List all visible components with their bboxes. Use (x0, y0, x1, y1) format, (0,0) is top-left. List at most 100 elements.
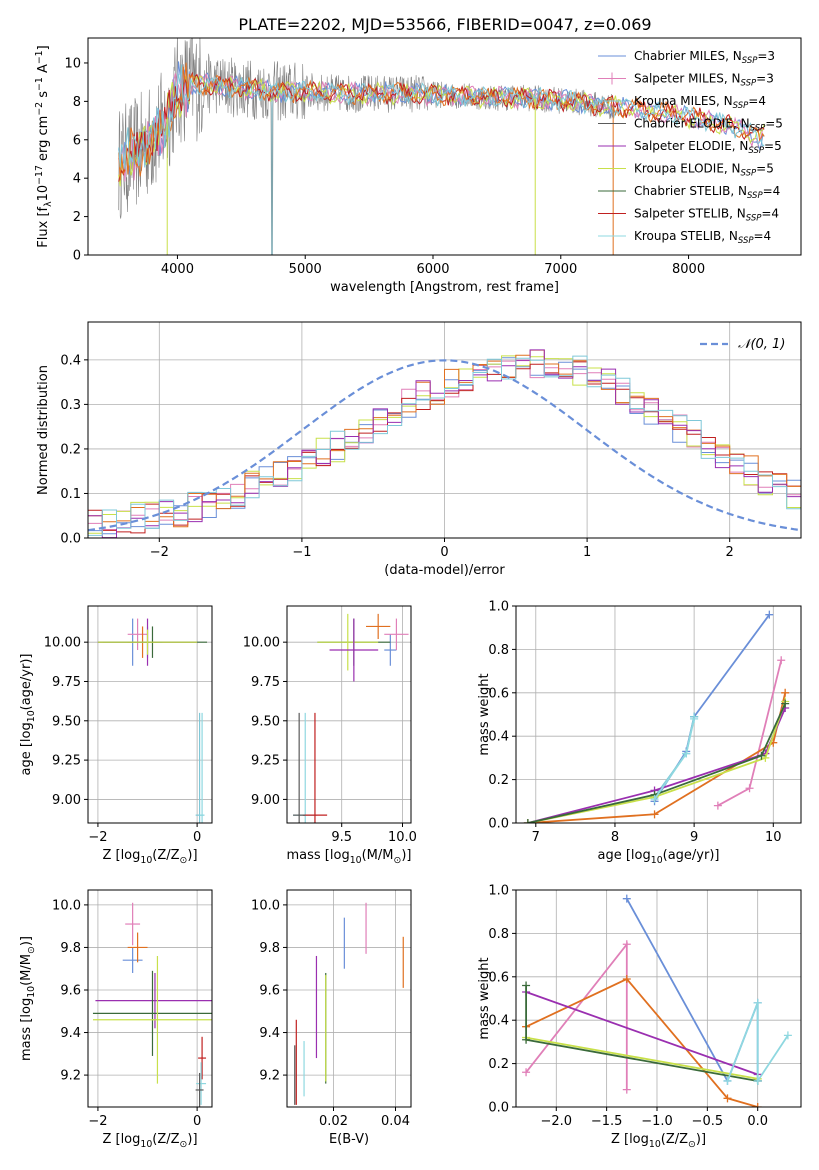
axes-frame (87, 889, 213, 1108)
x-tick-label: −2 (150, 545, 169, 560)
label-part: −1 (34, 50, 45, 64)
y-tick-label: 9.50 (52, 714, 81, 729)
label-part: ⊙ (180, 1139, 188, 1150)
panel-residual-hist: −2 −1 0 1 2 0.0 0.1 0.2 0.3 0.4 (data-model)/error… (36, 321, 802, 578)
y-tick-label: 9.25 (52, 754, 81, 769)
legend-label: Kroupa STELIB, NSSP=4 (634, 229, 771, 246)
y-tick-label: 0.2 (488, 1057, 509, 1072)
legend-label-tail: =5 (765, 117, 783, 131)
y-tick-label: 0.0 (488, 817, 509, 832)
x-tick-label: 1 (583, 545, 591, 560)
legend-label-sub: SSP (748, 146, 764, 156)
legend-label-tail: =5 (764, 139, 782, 153)
y-tick-label: 1.0 (488, 600, 509, 615)
x-tick-label: 6000 (416, 262, 449, 277)
x-tick-label: 8000 (672, 262, 705, 277)
plot-area (523, 610, 790, 823)
series-marker (522, 1068, 531, 1077)
label-part: ⊙ (180, 855, 188, 866)
series-marker (781, 688, 790, 697)
legend-label-text: Kroupa ELODIE, N (634, 162, 741, 176)
series-line (527, 703, 787, 823)
series-marker (745, 784, 754, 793)
series-line (525, 977, 758, 1107)
y-tick-label: 0 (73, 249, 81, 264)
label-part: 10 (350, 855, 362, 866)
axes-frame (515, 889, 802, 1108)
x-tick-label: −2.0 (540, 1114, 572, 1129)
series-marker (723, 1094, 732, 1103)
label-part: mass [log (19, 998, 34, 1061)
y-tick-label: 0.8 (488, 643, 509, 658)
y-tick-label: 9.2 (60, 1069, 81, 1084)
label-part: Flux [f (36, 206, 51, 247)
plot-area (88, 349, 801, 538)
spectrum-model-line (118, 62, 765, 181)
x-tick-label: 7000 (544, 262, 577, 277)
label-part: (M/M (362, 848, 394, 863)
y-tick-label: 0.1 (60, 487, 81, 502)
y-axis-label: mass weight (477, 957, 492, 1039)
y-tick-label: 10.0 (251, 898, 280, 913)
series-marker (523, 819, 532, 823)
series-marker (753, 998, 762, 1007)
series-marker (781, 699, 790, 708)
x-tick-label: −1.5 (591, 1114, 623, 1129)
label-part: Z [log (611, 1132, 649, 1147)
y-axis-label: age [log10(age/yr)] (19, 654, 37, 776)
label-part: A (36, 64, 51, 77)
series-marker (650, 810, 659, 819)
legend-label-text: Chabrier STELIB, N (634, 184, 747, 198)
label-part: (Z/Z (661, 1132, 688, 1147)
x-tick-label: 10.0 (388, 830, 417, 845)
x-tick-label: 5000 (289, 262, 322, 277)
label-part: 10 (26, 710, 37, 722)
label-part: )] (401, 848, 411, 863)
x-tick-label: 9 (690, 830, 698, 845)
y-tick-label: 0.4 (488, 730, 509, 745)
legend-label-sub: SSP (742, 56, 758, 66)
y-tick-label: 9.75 (251, 675, 280, 690)
axes-frame (87, 321, 802, 539)
y-tick-label: 10 (64, 56, 81, 71)
legend-label: Kroupa ELODIE, NSSP=5 (634, 162, 774, 179)
x-axis-label: Z [log10(Z/Z⊙)] (102, 848, 197, 866)
panel-mass-vs-ebv: 0.02 0.04 9.2 9.4 9.6 9.8 10.0 E(B-V) (251, 889, 412, 1147)
series-line (525, 991, 759, 1076)
series-marker (622, 974, 631, 983)
x-tick-label: −1 (292, 545, 311, 560)
legend-label-sub: SSP (738, 236, 754, 246)
y-tick-label: 9.00 (251, 793, 280, 808)
label-part: erg cm (36, 116, 51, 165)
series-marker (690, 714, 699, 723)
legend-label-tail: =4 (748, 94, 766, 108)
y-tick-label: 9.4 (259, 1026, 280, 1041)
plot-area (92, 902, 212, 1107)
label-part: age [log (598, 848, 651, 863)
y-tick-label: 10.0 (52, 898, 81, 913)
y-tick-label: 9.4 (60, 1026, 81, 1041)
spectrum-model-line (118, 64, 765, 170)
plot-area (97, 618, 208, 823)
series-line (527, 707, 787, 823)
label-part: ] (36, 45, 51, 50)
legend-label-tail: =3 (756, 72, 774, 86)
label-part: 10 (36, 185, 51, 202)
legend-label-tail: =4 (754, 229, 772, 243)
legend-label-sub: SSP (750, 124, 766, 134)
x-axis-label: age [log10(age/yr)] (598, 848, 720, 866)
y-tick-label: 9.6 (60, 983, 81, 998)
label-part: (Z/Z (152, 1132, 179, 1147)
label-part: (age/yr)] (19, 654, 34, 711)
label-part: 10 (140, 1139, 152, 1150)
x-tick-label: 0 (440, 545, 448, 560)
y-tick-label: 9.8 (60, 941, 81, 956)
figure-title: PLATE=2202, MJD=53566, FIBERID=0047, z=0… (238, 15, 651, 34)
series-marker (777, 656, 786, 665)
y-tick-label: 0.6 (488, 970, 509, 985)
x-tick-label: 9.5 (331, 830, 352, 845)
y-tick-label: 0.2 (60, 442, 81, 457)
series-marker (713, 801, 722, 810)
